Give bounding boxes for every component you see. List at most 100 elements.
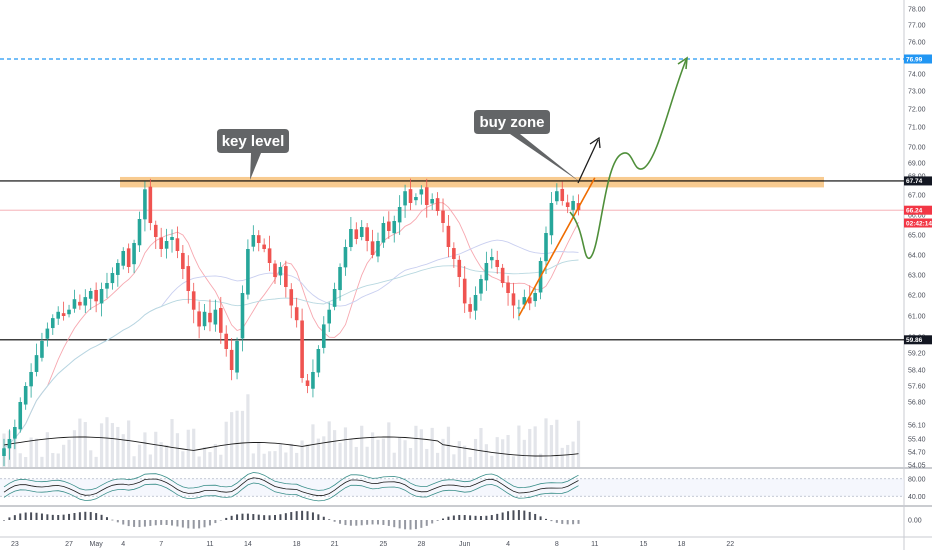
y-tick-label: 65.00 [908, 233, 926, 240]
candle-body [13, 427, 17, 439]
candle-body [495, 259, 500, 267]
macd-bar [160, 520, 163, 525]
macd-bar [295, 511, 298, 520]
candle-body [256, 235, 261, 243]
volume-bar [376, 439, 380, 467]
macd-bar [355, 520, 358, 526]
macd-bar [376, 520, 379, 525]
y-tick-label: 58.40 [908, 368, 926, 375]
volume-bar [414, 425, 418, 467]
macd-bar [301, 510, 304, 520]
candle-body [484, 263, 489, 281]
candle-body [235, 341, 239, 373]
volume-bar [566, 444, 570, 467]
candle-body [197, 311, 201, 327]
macd-bar [528, 511, 531, 520]
candle-body [143, 189, 147, 220]
x-tick-label: 18 [678, 541, 686, 548]
volume-bar [446, 426, 451, 467]
volume-bar [441, 438, 445, 467]
candle-body [153, 224, 158, 237]
macd-bar [290, 512, 293, 520]
macd-bar [62, 514, 65, 520]
callout-buy-zone-text: buy zone [479, 114, 544, 131]
macd-bar [171, 520, 174, 526]
y-tick-label: 74.00 [908, 72, 926, 79]
macd-bar [360, 520, 363, 526]
candle-body [560, 188, 565, 201]
y-tick-label: 71.00 [908, 125, 926, 132]
volume-bar [257, 442, 261, 467]
macd-bar [111, 519, 114, 521]
volume-bar [555, 419, 559, 467]
x-tick-label: 22 [726, 541, 734, 548]
macd-bar [550, 520, 553, 522]
volume-bar [387, 422, 391, 467]
volume-bar [213, 443, 217, 467]
macd-bar [479, 516, 482, 520]
y-tick-label: 70.00 [908, 145, 926, 152]
macd-bar [442, 518, 445, 520]
x-tick-label: 27 [65, 541, 73, 548]
candle-body [327, 309, 331, 324]
macd-bar [105, 517, 108, 520]
x-tick-label: 4 [506, 541, 510, 548]
x-tick-label: 8 [555, 541, 559, 548]
volume-bar [89, 450, 93, 467]
candle-body [414, 197, 418, 201]
volume-bar [370, 432, 375, 467]
candle-body [208, 312, 212, 323]
volume-bar [360, 425, 364, 467]
candle-body [202, 311, 207, 327]
volume-bar [181, 451, 185, 467]
candle-body [490, 257, 494, 261]
macd-bar [371, 520, 374, 525]
volume-bar [457, 441, 461, 467]
macd-bar [572, 520, 575, 525]
candle-body [50, 318, 55, 329]
y-tick-label: 54.70 [908, 450, 926, 457]
candle-body [67, 309, 71, 315]
macd-bar [420, 520, 423, 528]
macd-bar [35, 512, 38, 520]
candle-body [381, 223, 386, 243]
y-tick-label: 54.05 [908, 463, 926, 470]
projected-path-green [569, 59, 687, 259]
candle-body [332, 289, 337, 307]
volume-bar [284, 452, 288, 467]
volume-bar [538, 453, 543, 467]
macd-bar [149, 520, 152, 526]
volume-bar [137, 444, 142, 467]
macd-bar [317, 514, 320, 520]
y-tick-label: 63.00 [908, 273, 926, 280]
volume-bar [192, 428, 196, 467]
macd-bar [3, 520, 5, 521]
candle-body [99, 289, 104, 304]
volume-bar [13, 437, 17, 467]
candle-body [224, 333, 229, 349]
candle-body [18, 402, 23, 430]
candle-body [72, 299, 77, 309]
volume-bar [338, 442, 342, 467]
candle-body [23, 386, 28, 405]
volume-bar [544, 418, 548, 467]
candle-body [191, 291, 196, 310]
candle-body [392, 221, 397, 234]
y-tick-label: 56.10 [908, 423, 926, 430]
volume-bar [419, 429, 423, 467]
macd-bar [181, 520, 184, 528]
candle-body [397, 207, 402, 223]
volume-bar [262, 453, 266, 467]
volume-bar [278, 443, 283, 467]
macd-bar [51, 514, 54, 520]
macd-bar [404, 520, 407, 530]
macd-bar [490, 515, 493, 520]
y-tick-label: 72.00 [908, 107, 926, 114]
volume-bar [327, 421, 331, 467]
volume-bar [116, 426, 120, 467]
candle-body [349, 229, 353, 248]
price-label-text: 76.99 [906, 56, 923, 63]
volume-bar [311, 424, 315, 467]
candle-body [2, 448, 6, 456]
candle-body [430, 199, 434, 204]
